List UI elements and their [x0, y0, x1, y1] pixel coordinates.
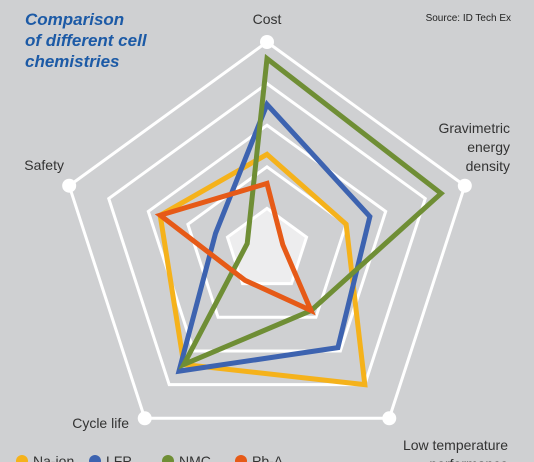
- chart-title: Comparison of different cell chemistries: [25, 9, 165, 72]
- axis-marker-5: [62, 178, 77, 193]
- axis-marker-1: [260, 35, 274, 49]
- legend-label-2: LFP: [106, 453, 132, 462]
- legend-marker-4: [235, 455, 247, 462]
- axis-marker-2: [457, 178, 472, 193]
- source-note: Source: ID Tech Ex: [425, 13, 511, 24]
- axis-label-2-line-3: density: [466, 158, 510, 174]
- title-line-3: chemistries: [25, 52, 120, 71]
- title-line-1: Comparison: [25, 10, 125, 29]
- grid-ring-1: [225, 206, 309, 286]
- series-pb-a: [154, 180, 316, 316]
- axis-label-2-line-1: Gravimetric: [438, 120, 510, 136]
- series-na-ion: [157, 151, 368, 388]
- axis-label-3-line-1: Low temperature: [403, 437, 508, 453]
- axis-label-2-line-2: energy: [467, 139, 510, 155]
- legend-marker-2: [89, 455, 101, 462]
- axis-label-5-line-1: Safety: [24, 157, 64, 173]
- title-line-2: of different cell: [25, 31, 147, 50]
- legend-label-1: Na-ion: [33, 453, 74, 462]
- grid-ring-4: [106, 81, 428, 387]
- legend-label-3: NMC: [179, 453, 211, 462]
- legend-marker-1: [16, 455, 28, 462]
- series-lfp: [175, 99, 373, 375]
- legend-label-4: Pb-A: [252, 453, 284, 462]
- axis-label-3-line-2: performance: [429, 456, 508, 462]
- grid-ring-3: [146, 123, 388, 353]
- grid-ring-5: [67, 40, 467, 420]
- legend-marker-3: [162, 455, 174, 462]
- axis-label-1-line-1: Cost: [253, 11, 282, 27]
- axis-marker-3: [382, 411, 397, 426]
- axis-marker-4: [137, 411, 152, 426]
- series-nmc: [178, 53, 445, 370]
- axis-label-4-line-1: Cycle life: [72, 415, 129, 431]
